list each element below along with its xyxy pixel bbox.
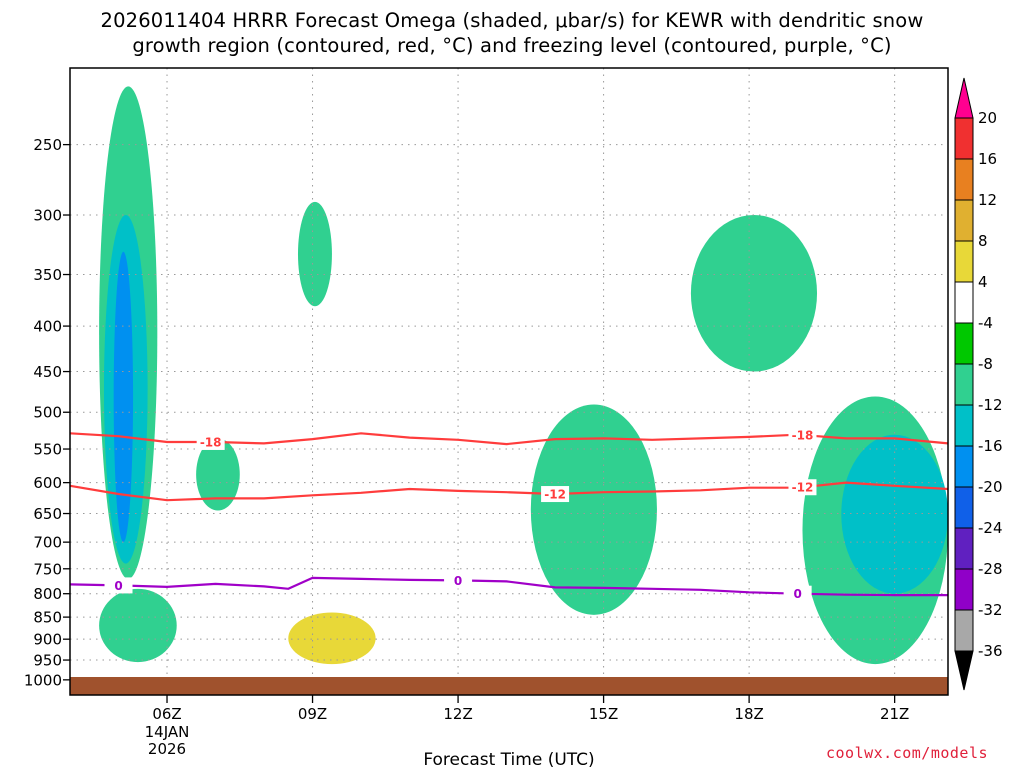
plot-frame — [69, 67, 949, 696]
y-tick-label: 250 — [33, 136, 62, 154]
colorbar-segment — [954, 281, 974, 324]
omega-region-2 — [113, 251, 134, 543]
omega-region-5 — [99, 588, 177, 663]
colorbar-tick-label: 12 — [978, 191, 997, 209]
colorbar: 20 16 12 8 4 -4 -8 -12 -16 -20 -24 -28 -32 -36 — [954, 77, 1003, 691]
contour-layer: -18 -18 -12 -12 0 0 0 — [69, 427, 949, 602]
contour-label: 0 — [454, 574, 462, 588]
y-tick-label: 700 — [33, 534, 62, 552]
colorbar-segment — [954, 240, 974, 283]
y-tick-label: 850 — [33, 609, 62, 627]
contour-label: 0 — [793, 587, 801, 601]
contour-label: -18 — [792, 429, 814, 443]
contour-label-bg — [788, 427, 817, 444]
omega-region-9 — [690, 215, 818, 372]
omega-region-15 — [841, 434, 948, 594]
chart-title-line-2: growth region (contoured, red, °C) and f… — [132, 34, 892, 57]
contour-label-bg — [541, 486, 570, 503]
y-tick-label: 350 — [33, 266, 62, 284]
y-tick-label: 500 — [33, 404, 62, 422]
credit-text: coolwx.com/models — [826, 744, 989, 762]
colorbar-tick-label: 16 — [978, 150, 997, 168]
y-tick-label: 550 — [33, 441, 62, 459]
colorbar-segment — [954, 404, 974, 447]
y-tick-label: 600 — [33, 474, 62, 492]
colorbar-bottom-arrow — [954, 650, 974, 691]
colorbar-tick-label: -8 — [978, 355, 993, 373]
x-tick-label: 21Z — [880, 705, 909, 723]
chart-title-line-1: 2026011404 HRRR Forecast Omega (shaded, … — [100, 9, 924, 32]
contour-label: -12 — [544, 488, 566, 502]
x-axis-label: Forecast Time (UTC) — [423, 750, 594, 768]
colorbar-segment — [954, 445, 974, 488]
x-tick-label: 09Z — [298, 705, 327, 723]
x-tick-label: 06Z — [152, 705, 181, 723]
colorbar-segment — [954, 199, 974, 242]
contour-label-bg — [104, 577, 133, 594]
contour-label-bg — [196, 433, 225, 450]
colorbar-tick-label: -24 — [978, 519, 1003, 537]
colorbar-tick-label: -20 — [978, 478, 1003, 496]
colorbar-tick-label: -32 — [978, 601, 1003, 619]
grid-layer — [70, 68, 948, 695]
colorbar-segment — [954, 158, 974, 201]
omega-region-3 — [297, 201, 332, 307]
colorbar-tick-label: 4 — [978, 273, 988, 291]
colorbar-tick-label: -16 — [978, 437, 1003, 455]
x-tick-label: 15Z — [589, 705, 618, 723]
x-date-label-year: 2026 — [148, 740, 186, 758]
y-tick-label: 800 — [33, 585, 62, 603]
contour-label-bg — [788, 479, 817, 496]
omega-region-6 — [200, 603, 231, 627]
x-tick-label: 18Z — [734, 705, 763, 723]
colorbar-tick-label: -36 — [978, 642, 1003, 660]
colorbar-tick-label: -4 — [978, 314, 993, 332]
colorbar-segment — [954, 322, 974, 365]
omega-region-10 — [695, 626, 759, 644]
omega-region-7 — [380, 412, 429, 470]
colorbar-segment — [954, 117, 974, 160]
colorbar-tick-label: 20 — [978, 109, 997, 127]
y-tick-label: 1000 — [24, 671, 62, 689]
y-tick-label: 400 — [33, 318, 62, 336]
contour-label-bg — [783, 585, 812, 602]
colorbar-segment — [954, 568, 974, 611]
omega-shading-layer — [99, 86, 948, 667]
contour-label: -18 — [200, 435, 222, 449]
contour-label-bg — [444, 572, 473, 589]
x-date-label-day: 14JAN — [145, 723, 190, 741]
colorbar-segment — [954, 609, 974, 652]
colorbar-segment — [954, 486, 974, 529]
y-tick-label: 750 — [33, 560, 62, 578]
y-tick-label: 650 — [33, 505, 62, 523]
colorbar-tick-label: -12 — [978, 396, 1003, 414]
omega-region-12 — [288, 612, 376, 665]
omega-region-13 — [875, 233, 948, 345]
colorbar-segment — [954, 527, 974, 570]
colorbar-tick-label: 8 — [978, 232, 988, 250]
colorbar-segment — [954, 363, 974, 406]
colorbar-top-arrow — [954, 77, 974, 119]
y-tick-label: 300 — [33, 207, 62, 225]
y-tick-label: 450 — [33, 363, 62, 381]
ground-layer — [70, 677, 948, 695]
omega-region-4 — [196, 438, 240, 511]
contour-label: -12 — [792, 481, 814, 495]
contour-label: 0 — [114, 579, 122, 593]
x-tick-label: 12Z — [443, 705, 472, 723]
omega-region-8 — [530, 404, 657, 615]
y-tick-label: 900 — [33, 631, 62, 649]
colorbar-tick-label: -28 — [978, 560, 1003, 578]
y-tick-label: 950 — [33, 652, 62, 670]
ground-surface — [70, 677, 948, 695]
